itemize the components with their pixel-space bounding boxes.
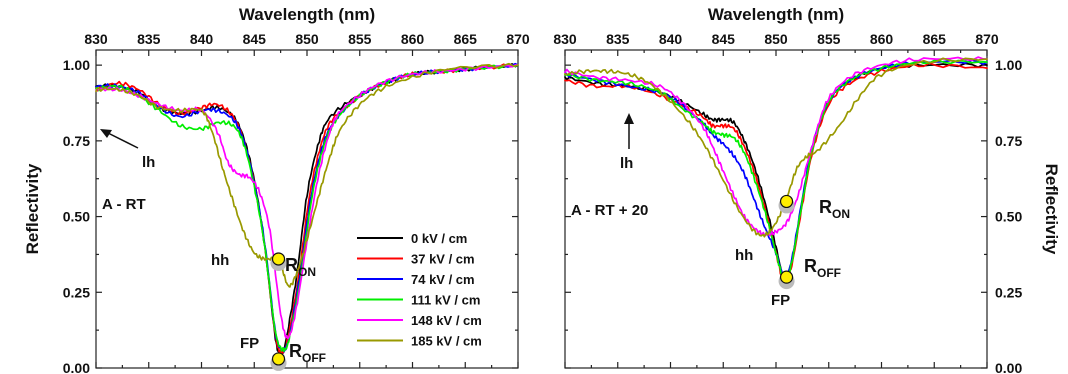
left-ytick-label-2: 0.50 [63, 209, 90, 225]
right-xtick-label-2: 840 [659, 31, 683, 47]
right-marker-1 [779, 270, 794, 284]
left-r-on-main: R [285, 255, 298, 275]
left-hh-label: hh [211, 252, 229, 269]
right-ytick-label-2: 0.50 [995, 209, 1022, 225]
right-xtick-label-5: 855 [817, 31, 841, 47]
left-xtick-label-5: 855 [348, 31, 372, 47]
right-fp-label: FP [771, 292, 790, 309]
right-hh-label: hh [735, 247, 753, 264]
left-xaxis-title: Wavelength (nm) [239, 5, 375, 24]
legend-label-1: 37 kV / cm [411, 252, 475, 267]
left-panel-label: A - RT [102, 196, 146, 213]
legend-label-3: 111 kV / cm [411, 293, 480, 308]
right-xtick-label-3: 845 [712, 31, 736, 47]
left-ticks: 830 835 840 845 850 855 860 865 870 0.00 0.25 0.50 0… [63, 31, 530, 374]
legend-label-0: 0 kV / cm [411, 231, 467, 246]
left-r-off-label: ROFF [289, 341, 326, 365]
left-xtick-label-0: 830 [84, 31, 108, 47]
legend-label-5: 185 kV / cm [411, 334, 482, 349]
right-xaxis-title: Wavelength (nm) [708, 5, 844, 24]
left-ytick-label-3: 0.75 [63, 133, 90, 149]
left-marker-0 [271, 252, 286, 266]
left-series-group [95, 62, 519, 356]
legend-label-2: 74 kV / cm [411, 272, 475, 287]
left-xtick-label-8: 870 [506, 31, 530, 47]
right-r-off-label: ROFF [804, 256, 841, 280]
right-r-on-main: R [819, 197, 832, 217]
left-lh-arrowhead [100, 129, 112, 138]
left-xtick-label-4: 850 [295, 31, 319, 47]
right-ytick-label-1: 0.25 [995, 284, 1022, 300]
left-xtick-label-3: 845 [243, 31, 267, 47]
left-panel: 830 835 840 845 850 855 860 865 870 0.00 0.25 0.50 0… [23, 5, 530, 374]
right-r-off-sub: OFF [817, 266, 841, 280]
right-r-on-label: RON [819, 197, 850, 221]
right-ytick-label-4: 1.00 [995, 57, 1022, 73]
left-lh-label: lh [142, 154, 155, 171]
left-xtick-label-2: 840 [190, 31, 214, 47]
legend-label-4: 148 kV / cm [411, 313, 482, 328]
right-series-line-5 [564, 57, 988, 238]
left-fp-label: FP [240, 335, 259, 352]
right-lh-label: lh [620, 155, 633, 172]
left-r-on-label: RON [285, 255, 316, 279]
left-ytick-label-4: 1.00 [63, 57, 90, 73]
right-yaxis-title: Reflectivity [1042, 164, 1061, 255]
left-markers [270, 252, 287, 371]
right-ytick-label-0: 0.00 [995, 360, 1022, 374]
right-panel: 830 835 840 845 850 855 860 865 870 0.00 0.25 0.50 0… [553, 5, 1061, 374]
right-ytick-label-3: 0.75 [995, 133, 1022, 149]
right-series-line-3 [564, 58, 988, 282]
right-xtick-label-7: 865 [923, 31, 947, 47]
left-marker-1 [271, 352, 286, 366]
left-xtick-label-6: 860 [401, 31, 425, 47]
right-r-off-main: R [804, 256, 817, 276]
left-yaxis-title: Reflectivity [23, 163, 42, 254]
right-marker-0 [779, 194, 794, 209]
right-markers [778, 194, 795, 290]
right-series-line-4 [564, 56, 988, 237]
right-xtick-label-1: 835 [606, 31, 630, 47]
right-series-group [564, 56, 988, 285]
left-lh-arrow [103, 130, 139, 149]
right-xtick-label-0: 830 [553, 31, 577, 47]
right-xtick-label-8: 870 [975, 31, 999, 47]
left-xtick-label-1: 835 [137, 31, 161, 47]
right-panel-label: A - RT + 20 [571, 202, 648, 219]
right-xtick-label-4: 850 [764, 31, 788, 47]
left-ytick-label-1: 0.25 [63, 284, 90, 300]
left-r-on-sub: ON [298, 265, 316, 279]
right-series-line-0 [564, 62, 988, 283]
right-lh-arrowhead [624, 113, 634, 124]
right-r-on-sub: ON [832, 207, 850, 221]
left-r-off-sub: OFF [302, 351, 326, 365]
left-r-off-main: R [289, 341, 302, 361]
right-xtick-label-6: 860 [870, 31, 894, 47]
legend: 0 kV / cm 37 kV / cm 74 kV / cm 111 kV / cm… [357, 231, 482, 349]
left-ytick-label-0: 0.00 [63, 360, 90, 374]
left-series-line-4 [95, 64, 519, 340]
left-xtick-label-7: 865 [454, 31, 478, 47]
